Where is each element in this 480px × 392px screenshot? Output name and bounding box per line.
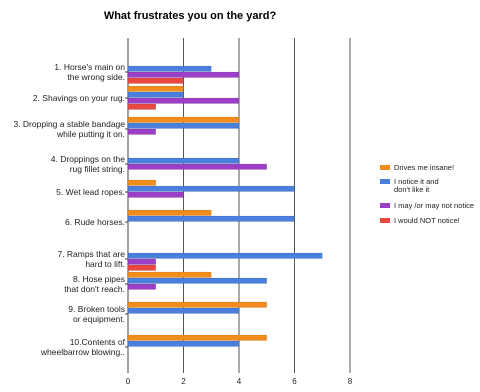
legend-swatch [380,179,390,184]
legend-label: Drives me insane! [394,163,454,172]
bar [127,77,184,84]
x-tick-label: 8 [348,377,353,386]
bar [127,271,212,278]
bar [127,277,267,284]
bar [127,71,240,78]
category-label: 1. Horse's main on the wrong side. [54,62,125,82]
category-label: 8. Hose pipes that don't reach. [64,274,125,294]
legend-swatch [380,203,390,208]
category-label: 10.Contents of wheelbarrow blowing.. [40,337,126,357]
bar [127,252,323,259]
category-label: 3. Dropping a stable bandage while puttin… [13,119,125,139]
category-label: 6. Rude horses. [65,217,125,227]
category-label: 2. Shavings on your rug. [33,93,125,103]
bar [127,340,240,347]
bar [127,103,156,110]
x-tick-label: 0 [126,377,131,386]
bar [127,301,267,308]
x-tick-label: 2 [181,377,186,386]
bar [127,191,184,198]
bar [127,185,295,192]
bar [127,307,240,314]
bar [127,122,240,129]
category-label: 4. Droppings on the rug fillet string. [51,154,125,174]
bar [127,334,267,341]
legend-swatch [380,218,390,223]
bar [127,116,240,123]
x-tick-label: 6 [292,377,297,386]
bar [127,65,212,72]
bar [127,283,156,290]
bar [127,157,240,164]
category-label: 5. Wet lead ropes. [56,187,125,197]
chart-title: What frustrates you on the yard? [103,10,277,22]
bar [127,258,156,265]
x-tick-label: 4 [237,377,242,386]
bar [127,97,240,104]
bar [127,209,212,216]
category-label: 9. Broken tools or equipment. [68,304,125,324]
bar [127,179,156,186]
bar [127,128,156,135]
bar [127,264,156,271]
bar [127,163,267,170]
category-label: 7. Ramps that are hard to lift. [57,249,125,269]
legend-swatch [380,165,390,170]
bar [127,91,184,98]
legend-label: I may /or may not notice [394,201,474,210]
legend-label: I would NOT notice! [394,216,460,225]
legend-label: I notice it and don't like it [394,177,439,194]
bar [127,85,184,92]
bar [127,215,295,222]
